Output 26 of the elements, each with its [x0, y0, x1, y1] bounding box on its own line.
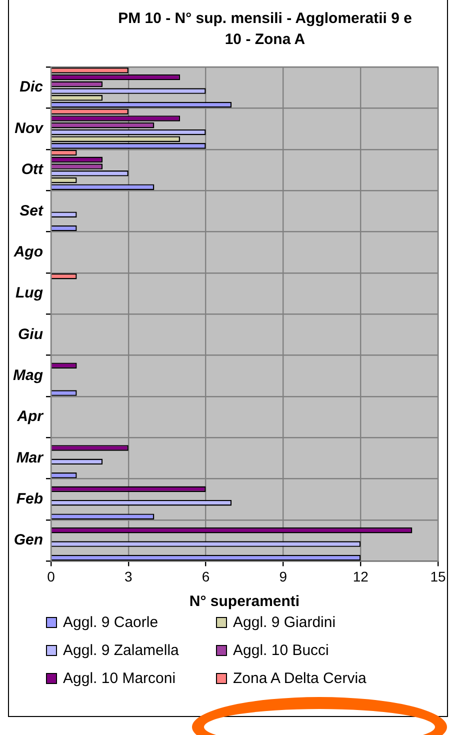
y-tick-label: Mar	[16, 449, 44, 466]
y-tick-label: Ott	[21, 161, 44, 178]
legend-label: Aggl. 9 Caorle	[63, 614, 158, 631]
y-tick-label: Mag	[13, 367, 43, 384]
x-tick-label: 3	[124, 568, 132, 584]
legend-label: Aggl. 10 Marconi	[63, 670, 176, 687]
x-tick-label: 9	[279, 568, 288, 584]
x-axis-title: N° superamenti	[189, 593, 300, 610]
y-tick-label: Feb	[16, 490, 43, 508]
legend-label: Aggl. 9 Zalamella	[63, 642, 179, 659]
legend-label: Zona A Delta Cervia	[233, 670, 366, 687]
x-tick-label: 6	[202, 568, 210, 584]
x-tick-label: 15	[430, 568, 446, 584]
y-tick-label: Lug	[16, 284, 43, 302]
y-tick-label: Set	[20, 202, 44, 220]
legend-label: Aggl. 9 Giardini	[233, 614, 336, 631]
chart-title: PM 10 - N° sup. mensili - Agglomeratii 9 e 10 - Zona A	[117, 9, 413, 50]
y-tick-label: Dic	[20, 78, 44, 96]
y-tick-label: Apr	[16, 408, 44, 426]
y-tick-label: Ago	[12, 243, 43, 260]
y-tick-label: Nov	[14, 120, 45, 137]
y-tick-label: Gen	[14, 532, 43, 549]
x-tick-label: 0	[47, 568, 56, 584]
legend-label: Aggl. 10 Bucci	[233, 642, 329, 659]
y-tick-label: Giu	[18, 326, 43, 343]
x-tick-label: 12	[352, 568, 369, 584]
